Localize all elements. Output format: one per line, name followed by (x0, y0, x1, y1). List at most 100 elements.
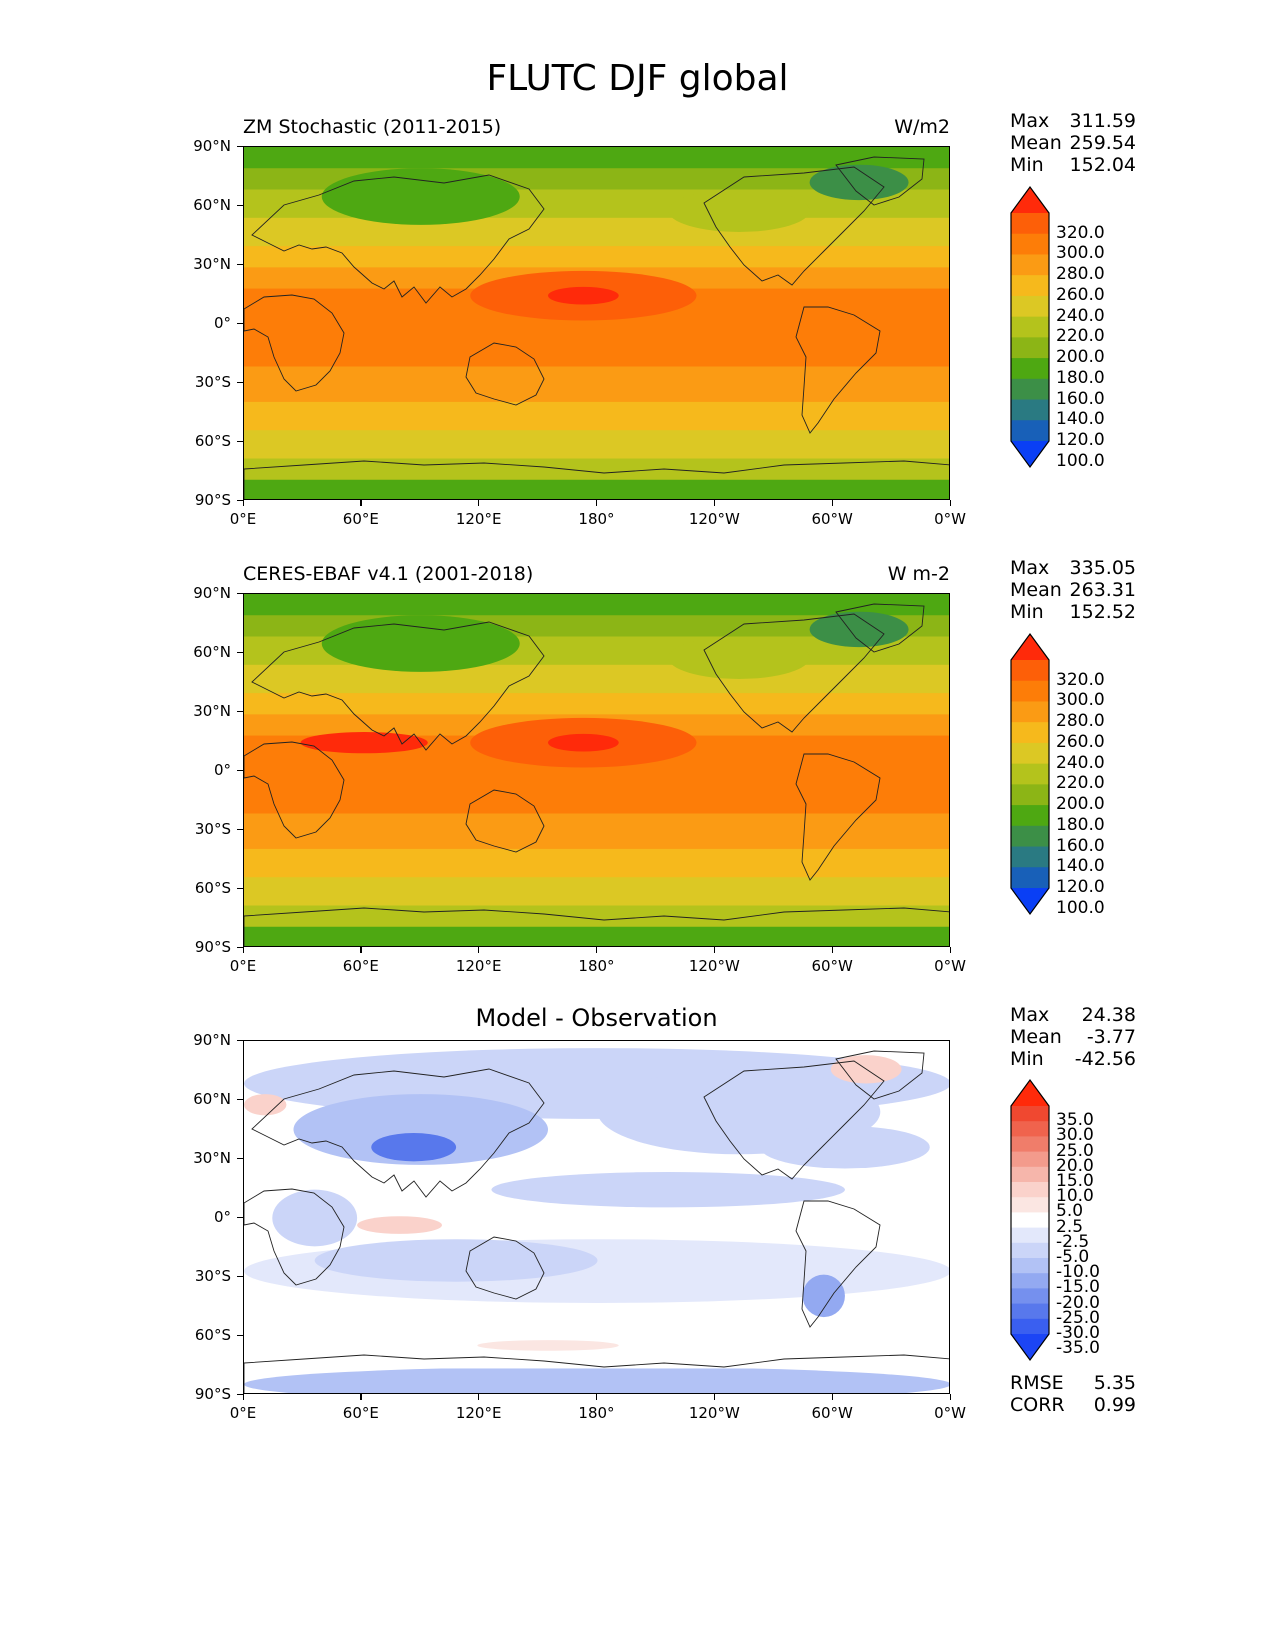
colorbar-segment (1011, 1197, 1049, 1213)
lon-tick-label: 60°W (811, 1404, 853, 1422)
stat-value: 263.31 (1069, 579, 1136, 601)
lat-tick-label: 90°N (193, 1031, 231, 1049)
footer-stat-value: 0.99 (1093, 1394, 1136, 1416)
colorbar-tick-label: 200.0 (1056, 347, 1105, 368)
lat-tick-label: 90°N (193, 137, 231, 155)
lon-tick (360, 1394, 362, 1400)
lat-tick (237, 381, 243, 383)
colorbar-segment (1011, 784, 1049, 806)
stat-value: 152.52 (1069, 601, 1136, 623)
lon-tick-label: 180° (578, 510, 615, 528)
colorbar-segment (1011, 295, 1049, 318)
lat-tick-label: 60°N (193, 643, 231, 661)
colorbar (1010, 1078, 1050, 1362)
colorbar-segment (1011, 1182, 1049, 1198)
stat-label: Max (1010, 110, 1050, 132)
lat-tick (237, 145, 243, 147)
colorbar-tick-label: 160.0 (1056, 835, 1105, 856)
lat-tick-label: 90°S (194, 938, 231, 956)
colorbar-tick-label: 300.0 (1056, 690, 1105, 711)
lon-tick (831, 500, 833, 506)
map-panel (243, 146, 950, 500)
lat-tick (237, 440, 243, 442)
stat-value: -3.77 (1086, 1026, 1136, 1048)
lat-tick-label: 60°N (193, 196, 231, 214)
stat-row: Min 152.04 (1010, 154, 1136, 176)
colorbar (1010, 185, 1050, 469)
colorbar-tick-label: -20.0 (1056, 1292, 1100, 1313)
stats-box: Max 24.38 Mean -3.77 Min -42.56 (1010, 1004, 1136, 1070)
map-panel (243, 1040, 950, 1394)
field-map (244, 147, 949, 499)
lat-tick (237, 322, 243, 324)
lon-tick (478, 500, 480, 506)
lon-tick (713, 500, 716, 506)
lat-tick-label: 90°N (193, 584, 231, 602)
lon-tick (242, 1394, 244, 1400)
panel-title-center: Model - Observation (475, 1004, 718, 1032)
colorbar-segment (1011, 805, 1049, 827)
lat-tick (237, 651, 243, 653)
stat-value: 259.54 (1069, 132, 1136, 154)
panel-title-left: CERES-EBAF v4.1 (2001-2018) (243, 563, 534, 585)
lon-tick (360, 500, 362, 506)
panel-units: W m-2 (887, 563, 950, 585)
lat-tick (237, 204, 243, 206)
colorbar-segment (1011, 1136, 1049, 1153)
field-map (244, 594, 949, 946)
colorbar-segment (1011, 846, 1049, 868)
footer-stats: RMSE 5.35 CORR 0.99 (1010, 1372, 1136, 1416)
colorbar-segment (1011, 742, 1049, 765)
lon-tick (242, 947, 244, 953)
lon-tick (831, 1394, 833, 1400)
lon-tick (949, 500, 951, 506)
colorbar-segment (1011, 1166, 1049, 1183)
lon-tick (949, 1394, 951, 1400)
colorbar-segment (1011, 722, 1049, 744)
colorbar-segment (1011, 763, 1049, 785)
lon-tick (949, 947, 951, 953)
lat-tick (237, 1098, 243, 1100)
stat-label: Mean (1010, 579, 1062, 601)
stat-row: Max 311.59 (1010, 110, 1136, 132)
colorbar-segment (1011, 1303, 1049, 1320)
stat-value: -42.56 (1074, 1048, 1136, 1070)
stat-label: Min (1010, 601, 1044, 623)
colorbar-segment (1011, 701, 1049, 723)
lon-tick-label: 60°E (342, 1404, 379, 1422)
stat-row: Max 24.38 (1010, 1004, 1136, 1026)
lat-tick (237, 1393, 243, 1395)
lat-tick-label: 30°S (194, 820, 231, 838)
colorbar-tick-label: 35.0 (1056, 1110, 1094, 1131)
colorbar-segment (1011, 1242, 1049, 1259)
lat-tick (237, 769, 243, 771)
colorbar-segment (1011, 680, 1049, 703)
colorbar-segment (1011, 213, 1049, 235)
panel-title-left: ZM Stochastic (2011-2015) (243, 116, 502, 138)
lon-tick-label: 120°W (688, 510, 740, 528)
stats-box: Max 311.59 Mean 259.54 Min 152.04 (1010, 110, 1136, 176)
lat-tick-label: 60°S (194, 432, 231, 450)
colorbar-tick-label: 100.0 (1056, 897, 1105, 918)
lon-tick (713, 947, 716, 953)
colorbar-segment (1011, 1106, 1049, 1122)
stats-box: Max 335.05 Mean 263.31 Min 152.52 (1010, 557, 1136, 623)
stat-value: 311.59 (1069, 110, 1136, 132)
stat-value: 152.04 (1069, 154, 1136, 176)
map-panel (243, 593, 950, 947)
colorbar-tick-label: 240.0 (1056, 305, 1105, 326)
colorbar-tick-label: 140.0 (1056, 856, 1105, 877)
colorbar-tick-label: -2.5 (1056, 1231, 1090, 1252)
lon-tick-label: 60°W (811, 510, 853, 528)
lat-tick-label: 0° (213, 314, 231, 332)
stat-label: Mean (1010, 132, 1062, 154)
lon-tick (831, 947, 833, 953)
lat-tick (237, 592, 243, 594)
lat-tick-label: 60°S (194, 879, 231, 897)
lat-tick-label: 0° (213, 761, 231, 779)
lat-tick-label: 30°N (193, 1149, 231, 1167)
stat-label: Min (1010, 154, 1044, 176)
colorbar-segment (1011, 378, 1049, 401)
colorbar-segment (1011, 1227, 1049, 1244)
footer-stat-label: RMSE (1010, 1372, 1064, 1394)
